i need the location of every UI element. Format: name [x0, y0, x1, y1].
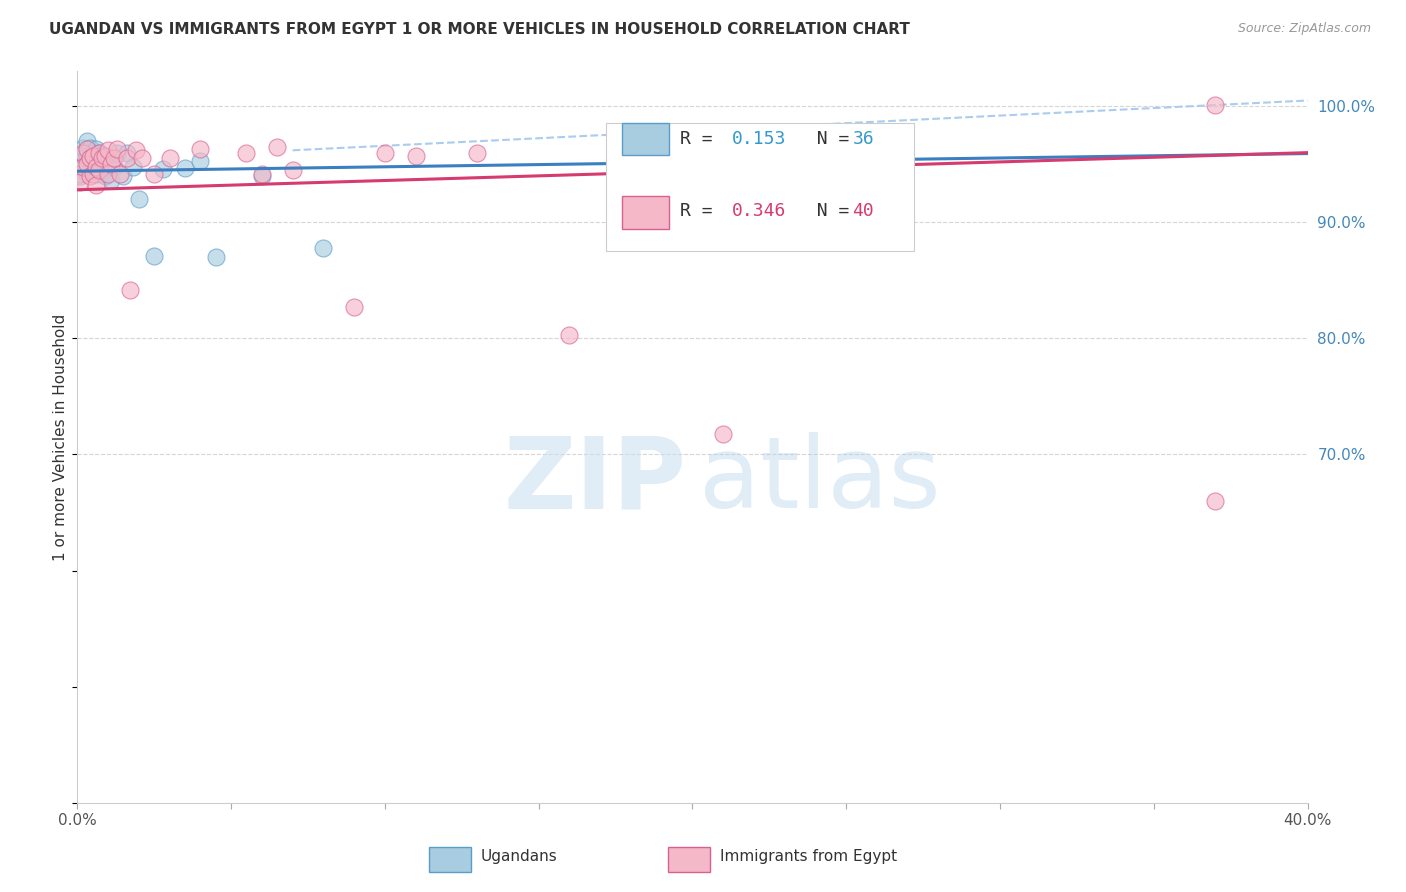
- Point: [105, 145, 128, 160]
- Text: Source: ZipAtlas.com: Source: ZipAtlas.com: [1237, 22, 1371, 36]
- Text: N =: N =: [794, 202, 860, 219]
- Text: 0.153: 0.153: [733, 130, 786, 148]
- Point: [79, 169, 101, 183]
- Text: Immigrants from Egypt: Immigrants from Egypt: [720, 849, 897, 863]
- Point: [143, 249, 166, 263]
- Point: [87, 145, 110, 160]
- Point: [159, 152, 181, 166]
- Text: Ugandans: Ugandans: [481, 849, 558, 863]
- Point: [343, 300, 366, 314]
- Point: [97, 144, 120, 158]
- Point: [1204, 98, 1226, 112]
- Point: [84, 142, 107, 156]
- Point: [94, 155, 117, 169]
- Point: [235, 145, 257, 160]
- Point: [1204, 494, 1226, 508]
- Point: [90, 167, 114, 181]
- Point: [82, 145, 104, 160]
- Text: R =: R =: [681, 130, 724, 148]
- Point: [72, 160, 94, 174]
- Point: [94, 149, 117, 163]
- Point: [76, 142, 98, 156]
- Text: atlas: atlas: [699, 433, 941, 530]
- Text: R =: R =: [681, 202, 724, 219]
- Point: [204, 250, 226, 264]
- Point: [128, 192, 150, 206]
- Point: [115, 152, 138, 166]
- Point: [711, 426, 734, 441]
- Point: [121, 160, 143, 174]
- Point: [405, 149, 427, 163]
- Point: [90, 152, 114, 166]
- Text: 36: 36: [852, 130, 875, 148]
- FancyBboxPatch shape: [623, 122, 669, 155]
- Point: [115, 145, 138, 160]
- Point: [76, 157, 98, 171]
- Y-axis label: 1 or more Vehicles in Household: 1 or more Vehicles in Household: [53, 313, 69, 561]
- Point: [188, 153, 212, 168]
- Point: [174, 161, 197, 175]
- Point: [110, 167, 132, 181]
- Text: UGANDAN VS IMMIGRANTS FROM EGYPT 1 OR MORE VEHICLES IN HOUSEHOLD CORRELATION CHA: UGANDAN VS IMMIGRANTS FROM EGYPT 1 OR MO…: [49, 22, 910, 37]
- FancyBboxPatch shape: [623, 195, 669, 228]
- Point: [558, 327, 581, 342]
- Point: [97, 160, 120, 174]
- Point: [100, 157, 122, 171]
- Point: [69, 152, 91, 166]
- Point: [103, 160, 125, 174]
- Point: [152, 161, 174, 176]
- Point: [105, 142, 128, 156]
- Point: [72, 148, 94, 162]
- Point: [90, 148, 114, 162]
- Point: [97, 167, 120, 181]
- Point: [84, 178, 107, 193]
- Point: [72, 145, 94, 160]
- Text: ZIP: ZIP: [503, 433, 686, 530]
- Point: [69, 167, 91, 181]
- Point: [87, 160, 110, 174]
- Point: [84, 167, 107, 181]
- Point: [143, 167, 166, 181]
- Point: [72, 141, 94, 155]
- Point: [79, 152, 101, 166]
- Point: [84, 153, 107, 168]
- FancyBboxPatch shape: [606, 122, 914, 251]
- Point: [69, 175, 91, 189]
- Point: [82, 160, 104, 174]
- Point: [87, 163, 110, 178]
- Point: [82, 167, 104, 181]
- Point: [112, 169, 135, 183]
- Point: [87, 149, 110, 163]
- Point: [79, 141, 101, 155]
- Point: [465, 145, 488, 160]
- Point: [125, 144, 148, 158]
- Point: [100, 173, 122, 187]
- Point: [281, 163, 304, 178]
- Point: [79, 152, 101, 166]
- Text: 0.346: 0.346: [733, 202, 786, 219]
- Text: N =: N =: [794, 130, 860, 148]
- Point: [131, 152, 153, 166]
- Text: 40: 40: [852, 202, 875, 219]
- Point: [312, 241, 335, 255]
- Point: [266, 140, 288, 154]
- Point: [84, 160, 107, 174]
- Point: [76, 167, 98, 181]
- Point: [82, 149, 104, 163]
- Point: [250, 167, 273, 181]
- Point: [374, 145, 396, 160]
- Point: [76, 148, 98, 162]
- Point: [76, 134, 98, 148]
- Point: [94, 169, 117, 183]
- Point: [103, 152, 125, 166]
- Point: [188, 142, 212, 156]
- Point: [69, 169, 91, 183]
- Point: [250, 169, 273, 183]
- Point: [118, 283, 141, 297]
- Point: [87, 145, 110, 160]
